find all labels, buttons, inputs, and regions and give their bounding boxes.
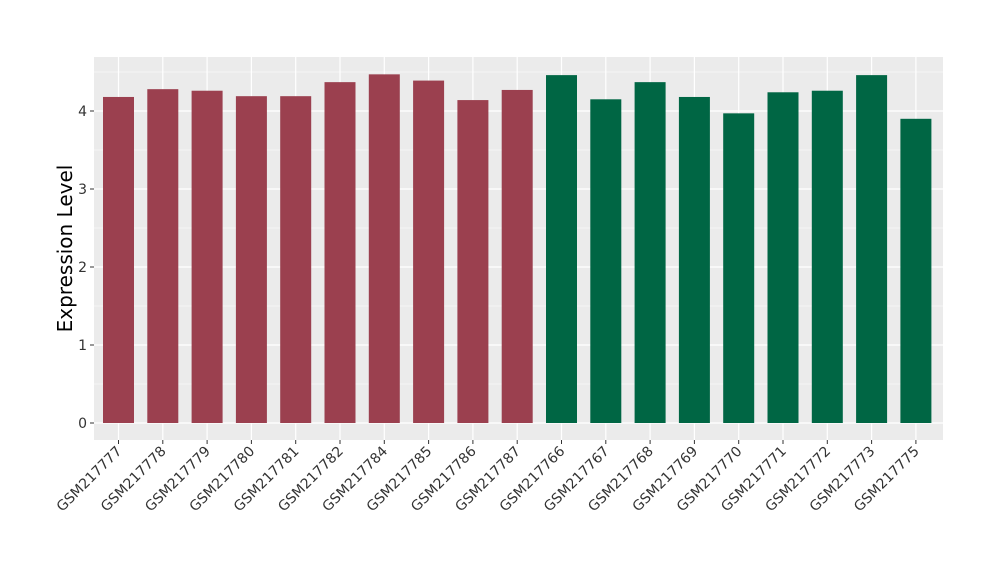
bar-GSM217777 [103, 96, 134, 424]
bar-GSM217785 [413, 80, 445, 423]
y-tick-label: 4 [78, 104, 87, 120]
bar-GSM217778 [147, 89, 179, 423]
bar-GSM217773 [856, 75, 888, 424]
y-tick-label: 3 [78, 182, 87, 198]
y-tick-label: 1 [78, 338, 87, 354]
y-tick-label: 0 [78, 416, 87, 432]
y-axis-title: Expression Level [53, 165, 77, 333]
bar-GSM217770 [723, 113, 755, 423]
bar-GSM217769 [678, 96, 710, 424]
bar-GSM217768 [634, 82, 666, 423]
bar-GSM217781 [280, 96, 312, 424]
x-axis: GSM217777GSM217778GSM217779GSM217780GSM2… [54, 440, 923, 515]
bar-GSM217767 [590, 99, 622, 424]
bar-GSM217787 [501, 89, 533, 423]
bar-GSM217782 [324, 82, 356, 423]
bar-GSM217775 [900, 118, 932, 424]
bar-GSM217780 [235, 96, 267, 424]
y-axis: 0 1 2 3 4 [78, 104, 94, 432]
bars [103, 74, 932, 424]
bar-GSM217786 [457, 100, 489, 423]
bar-GSM217771 [767, 92, 799, 423]
y-tick-label: 2 [78, 260, 87, 276]
bar-GSM217779 [191, 90, 223, 423]
bar-GSM217766 [546, 75, 577, 424]
bar-GSM217772 [811, 90, 843, 423]
bar-GSM217784 [368, 74, 400, 423]
